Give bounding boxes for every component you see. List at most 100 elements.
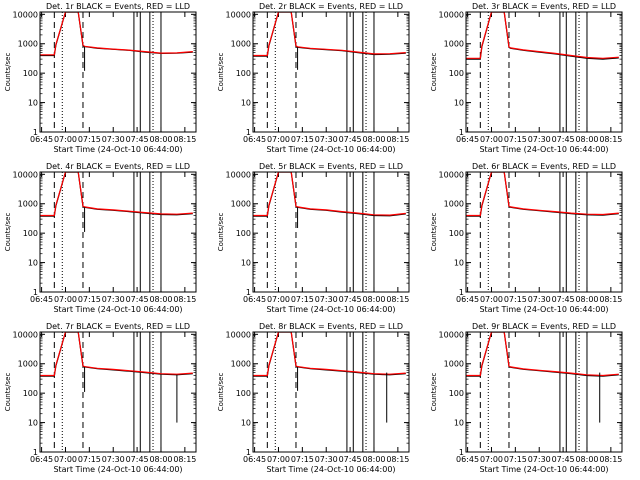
- x-tick-label: 07:00: [480, 455, 503, 464]
- x-tick-label: 07:30: [315, 295, 338, 304]
- plot-area: [40, 172, 193, 292]
- y-tick-label: 1: [33, 448, 38, 457]
- x-tick-label: 06:45: [30, 135, 53, 144]
- x-tick-label: 08:00: [575, 455, 598, 464]
- y-tick-label: 1000: [231, 40, 251, 49]
- x-tick-label: 07:00: [267, 295, 290, 304]
- x-tick-label: 07:15: [291, 295, 314, 304]
- y-tick-label: 10: [241, 99, 251, 108]
- x-tick-label: 07:00: [267, 135, 290, 144]
- y-tick-label: 1000: [444, 200, 464, 209]
- lld-series-line: [253, 12, 406, 57]
- panel-6: Det. 6r BLACK = Events, RED = LLD Counts/…: [430, 162, 623, 314]
- x-tick-label: 07:30: [102, 295, 125, 304]
- panel-title: Det. 4r BLACK = Events, RED = LLD: [46, 162, 190, 171]
- y-tick-label: 10000: [13, 10, 38, 19]
- y-tick-label: 10000: [439, 330, 464, 339]
- plot-area: [40, 12, 193, 132]
- y-tick-label: 10: [28, 259, 38, 268]
- panel-title: Det. 5r BLACK = Events, RED = LLD: [259, 162, 403, 171]
- plot-frame: [252, 171, 410, 293]
- y-tick-label: 1000: [231, 360, 251, 369]
- y-tick-label: 1: [246, 288, 251, 297]
- x-tick-label: 08:00: [362, 295, 385, 304]
- y-tick-label: 1000: [444, 40, 464, 49]
- y-tick-label: 10: [28, 419, 38, 428]
- x-axis-label: Start Time (24-Oct-10 06:44:00): [53, 145, 182, 154]
- plot-area: [253, 172, 406, 292]
- y-axis-label: Counts/sec: [4, 53, 12, 92]
- lld-series-line: [253, 172, 406, 217]
- x-tick-label: 08:00: [149, 295, 172, 304]
- plot-area: [40, 332, 193, 452]
- x-tick-label: 07:15: [291, 135, 314, 144]
- y-axis-label: Counts/sec: [217, 373, 225, 412]
- y-tick-label: 100: [236, 389, 251, 398]
- x-tick-label: 07:30: [528, 135, 551, 144]
- x-tick-label: 07:45: [339, 455, 362, 464]
- x-tick-label: 08:00: [362, 455, 385, 464]
- x-tick-label: 07:00: [54, 135, 77, 144]
- panel-title: Det. 3r BLACK = Events, RED = LLD: [472, 2, 616, 11]
- x-tick-label: 08:15: [599, 455, 622, 464]
- x-tick-label: 07:30: [315, 455, 338, 464]
- y-tick-label: 1: [246, 128, 251, 137]
- y-tick-label: 1000: [231, 200, 251, 209]
- x-tick-label: 07:00: [54, 455, 77, 464]
- plot-frame: [465, 331, 623, 453]
- x-tick-label: 06:45: [456, 135, 479, 144]
- lld-series-line: [466, 332, 619, 377]
- x-tick-label: 07:30: [528, 295, 551, 304]
- x-tick-label: 08:15: [173, 295, 196, 304]
- x-tick-label: 06:45: [243, 455, 266, 464]
- y-tick-label: 10: [28, 99, 38, 108]
- x-tick-label: 08:15: [386, 295, 409, 304]
- x-tick-label: 07:15: [78, 135, 101, 144]
- x-tick-label: 08:15: [599, 295, 622, 304]
- y-axis-label: Counts/sec: [430, 373, 438, 412]
- plot-frame: [39, 171, 197, 293]
- x-tick-label: 08:15: [173, 135, 196, 144]
- x-tick-label: 08:00: [575, 295, 598, 304]
- x-tick-label: 08:15: [173, 455, 196, 464]
- x-tick-label: 07:45: [339, 135, 362, 144]
- y-tick-label: 1000: [18, 360, 38, 369]
- panel-8: Det. 8r BLACK = Events, RED = LLD Counts/…: [217, 322, 410, 474]
- panel-7: Det. 7r BLACK = Events, RED = LLD Counts/…: [4, 322, 197, 474]
- panel-4: Det. 4r BLACK = Events, RED = LLD Counts/…: [4, 162, 197, 314]
- x-tick-label: 07:15: [504, 295, 527, 304]
- plot-area: [253, 332, 406, 452]
- events-series-line: [40, 172, 193, 217]
- x-tick-label: 07:00: [480, 135, 503, 144]
- lld-series-line: [40, 172, 193, 217]
- y-tick-label: 1: [246, 448, 251, 457]
- panel-title: Det. 7r BLACK = Events, RED = LLD: [46, 322, 190, 331]
- x-axis-label: Start Time (24-Oct-10 06:44:00): [266, 145, 395, 154]
- x-tick-label: 07:15: [504, 135, 527, 144]
- events-series-line: [466, 332, 619, 377]
- x-tick-label: 07:15: [78, 295, 101, 304]
- x-tick-label: 08:00: [149, 135, 172, 144]
- panel-9: Det. 9r BLACK = Events, RED = LLD Counts/…: [430, 322, 623, 474]
- y-tick-label: 100: [449, 229, 464, 238]
- y-tick-label: 10000: [226, 170, 251, 179]
- x-axis-label: Start Time (24-Oct-10 06:44:00): [479, 305, 608, 314]
- y-tick-label: 100: [236, 69, 251, 78]
- y-tick-label: 10: [241, 259, 251, 268]
- x-tick-label: 08:15: [386, 135, 409, 144]
- y-tick-label: 10000: [226, 330, 251, 339]
- x-tick-label: 07:00: [267, 455, 290, 464]
- panel-5: Det. 5r BLACK = Events, RED = LLD Counts/…: [217, 162, 410, 314]
- x-tick-label: 07:30: [528, 455, 551, 464]
- x-axis-label: Start Time (24-Oct-10 06:44:00): [266, 305, 395, 314]
- x-axis-label: Start Time (24-Oct-10 06:44:00): [479, 145, 608, 154]
- x-tick-label: 07:15: [291, 455, 314, 464]
- y-tick-label: 10: [454, 99, 464, 108]
- panel-title: Det. 9r BLACK = Events, RED = LLD: [472, 322, 616, 331]
- x-tick-label: 07:30: [102, 135, 125, 144]
- x-tick-label: 07:30: [315, 135, 338, 144]
- x-tick-label: 07:00: [54, 295, 77, 304]
- lld-series-line: [466, 12, 619, 59]
- y-tick-label: 100: [23, 229, 38, 238]
